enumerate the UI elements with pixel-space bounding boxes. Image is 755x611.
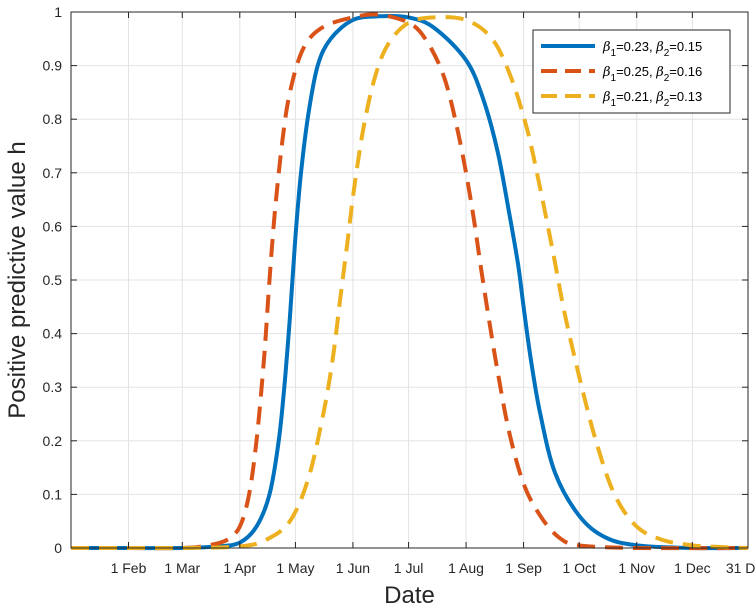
x-tick-label: 1 May (276, 560, 314, 576)
x-tick-label: 1 Feb (111, 560, 147, 576)
y-tick-label: 0.9 (43, 58, 63, 74)
x-tick-label: 1 Aug (448, 560, 484, 576)
legend-label: β1=0.21, β2=0.13 (602, 89, 702, 109)
x-tick-label: 1 Nov (618, 560, 655, 576)
y-tick-label: 0.3 (43, 379, 63, 395)
y-tick-label: 0 (54, 540, 62, 556)
y-axis: 0 0.1 0.2 0.3 0.4 0.5 0.6 0.7 0.8 0.9 1 (43, 4, 748, 556)
y-tick-label: 1 (54, 4, 62, 20)
legend-label: β1=0.23, β2=0.15 (602, 39, 702, 59)
y-tick-label: 0.6 (43, 218, 63, 234)
y-tick-label: 0.5 (43, 272, 63, 288)
series-layer (70, 12, 749, 551)
x-axis: 1 Feb 1 Mar 1 Apr 1 May 1 Jun 1 Jul 1 Aug 1 Sep… (111, 12, 755, 576)
x-tick-label: 31 Dec (726, 560, 755, 576)
legend-label: β1=0.25, β2=0.16 (602, 64, 702, 84)
y-tick-label: 0.1 (43, 486, 63, 502)
series-line-2 (70, 12, 749, 551)
x-tick-label: 1 Oct (562, 560, 596, 576)
x-tick-label: 1 Jul (394, 560, 424, 576)
y-tick-label: 0.7 (43, 165, 63, 181)
x-tick-label: 1 Dec (674, 560, 711, 576)
legend: β1=0.23, β2=0.15 β1=0.25, β2=0.16 β1=0.21,… (532, 29, 731, 114)
y-tick-label: 0.8 (43, 111, 63, 127)
x-axis-title: Date (384, 582, 435, 609)
y-tick-label: 0.2 (43, 433, 63, 449)
x-tick-label: 1 Mar (164, 560, 200, 576)
x-tick-label: 1 Apr (223, 560, 256, 576)
y-axis-title: Positive predictive value h (4, 141, 31, 418)
x-tick-label: 1 Jun (336, 560, 370, 576)
y-tick-label: 0.4 (43, 326, 63, 342)
series-line-3 (70, 15, 749, 551)
x-tick-label: 1 Sep (505, 560, 542, 576)
